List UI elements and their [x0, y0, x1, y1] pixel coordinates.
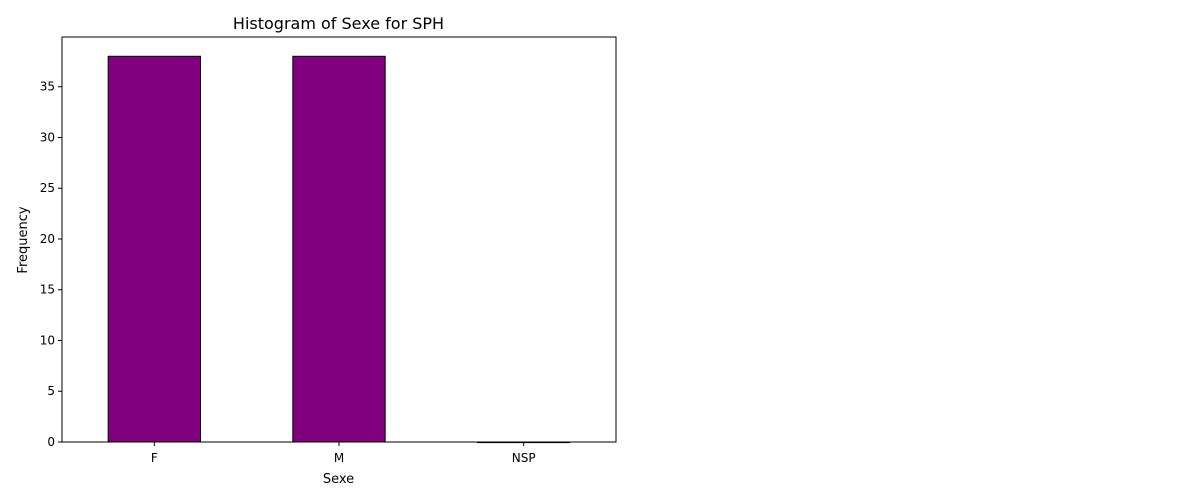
x-axis-label: Sexe	[323, 472, 354, 487]
y-tick-label: 5	[47, 384, 55, 398]
y-tick-label: 10	[40, 333, 55, 347]
bar-f	[107, 55, 201, 443]
y-tick-label: 0	[47, 435, 55, 449]
y-tick-label: 25	[40, 181, 55, 195]
y-tick-label: 20	[40, 232, 55, 246]
y-axis-label: Frequency	[16, 206, 31, 273]
y-tick-label: 30	[40, 130, 55, 144]
y-tick-label: 15	[40, 283, 55, 297]
bar-m	[292, 55, 386, 443]
x-tick-label: F	[151, 451, 158, 465]
x-tick-label: M	[334, 451, 344, 465]
x-tick-label: NSP	[512, 451, 536, 465]
chart-title: Histogram of Sexe for SPH	[233, 14, 444, 33]
y-tick-label: 35	[40, 80, 55, 94]
plot-area: 0 5 10 15 20 25 30 35 F M NSP	[40, 36, 617, 465]
